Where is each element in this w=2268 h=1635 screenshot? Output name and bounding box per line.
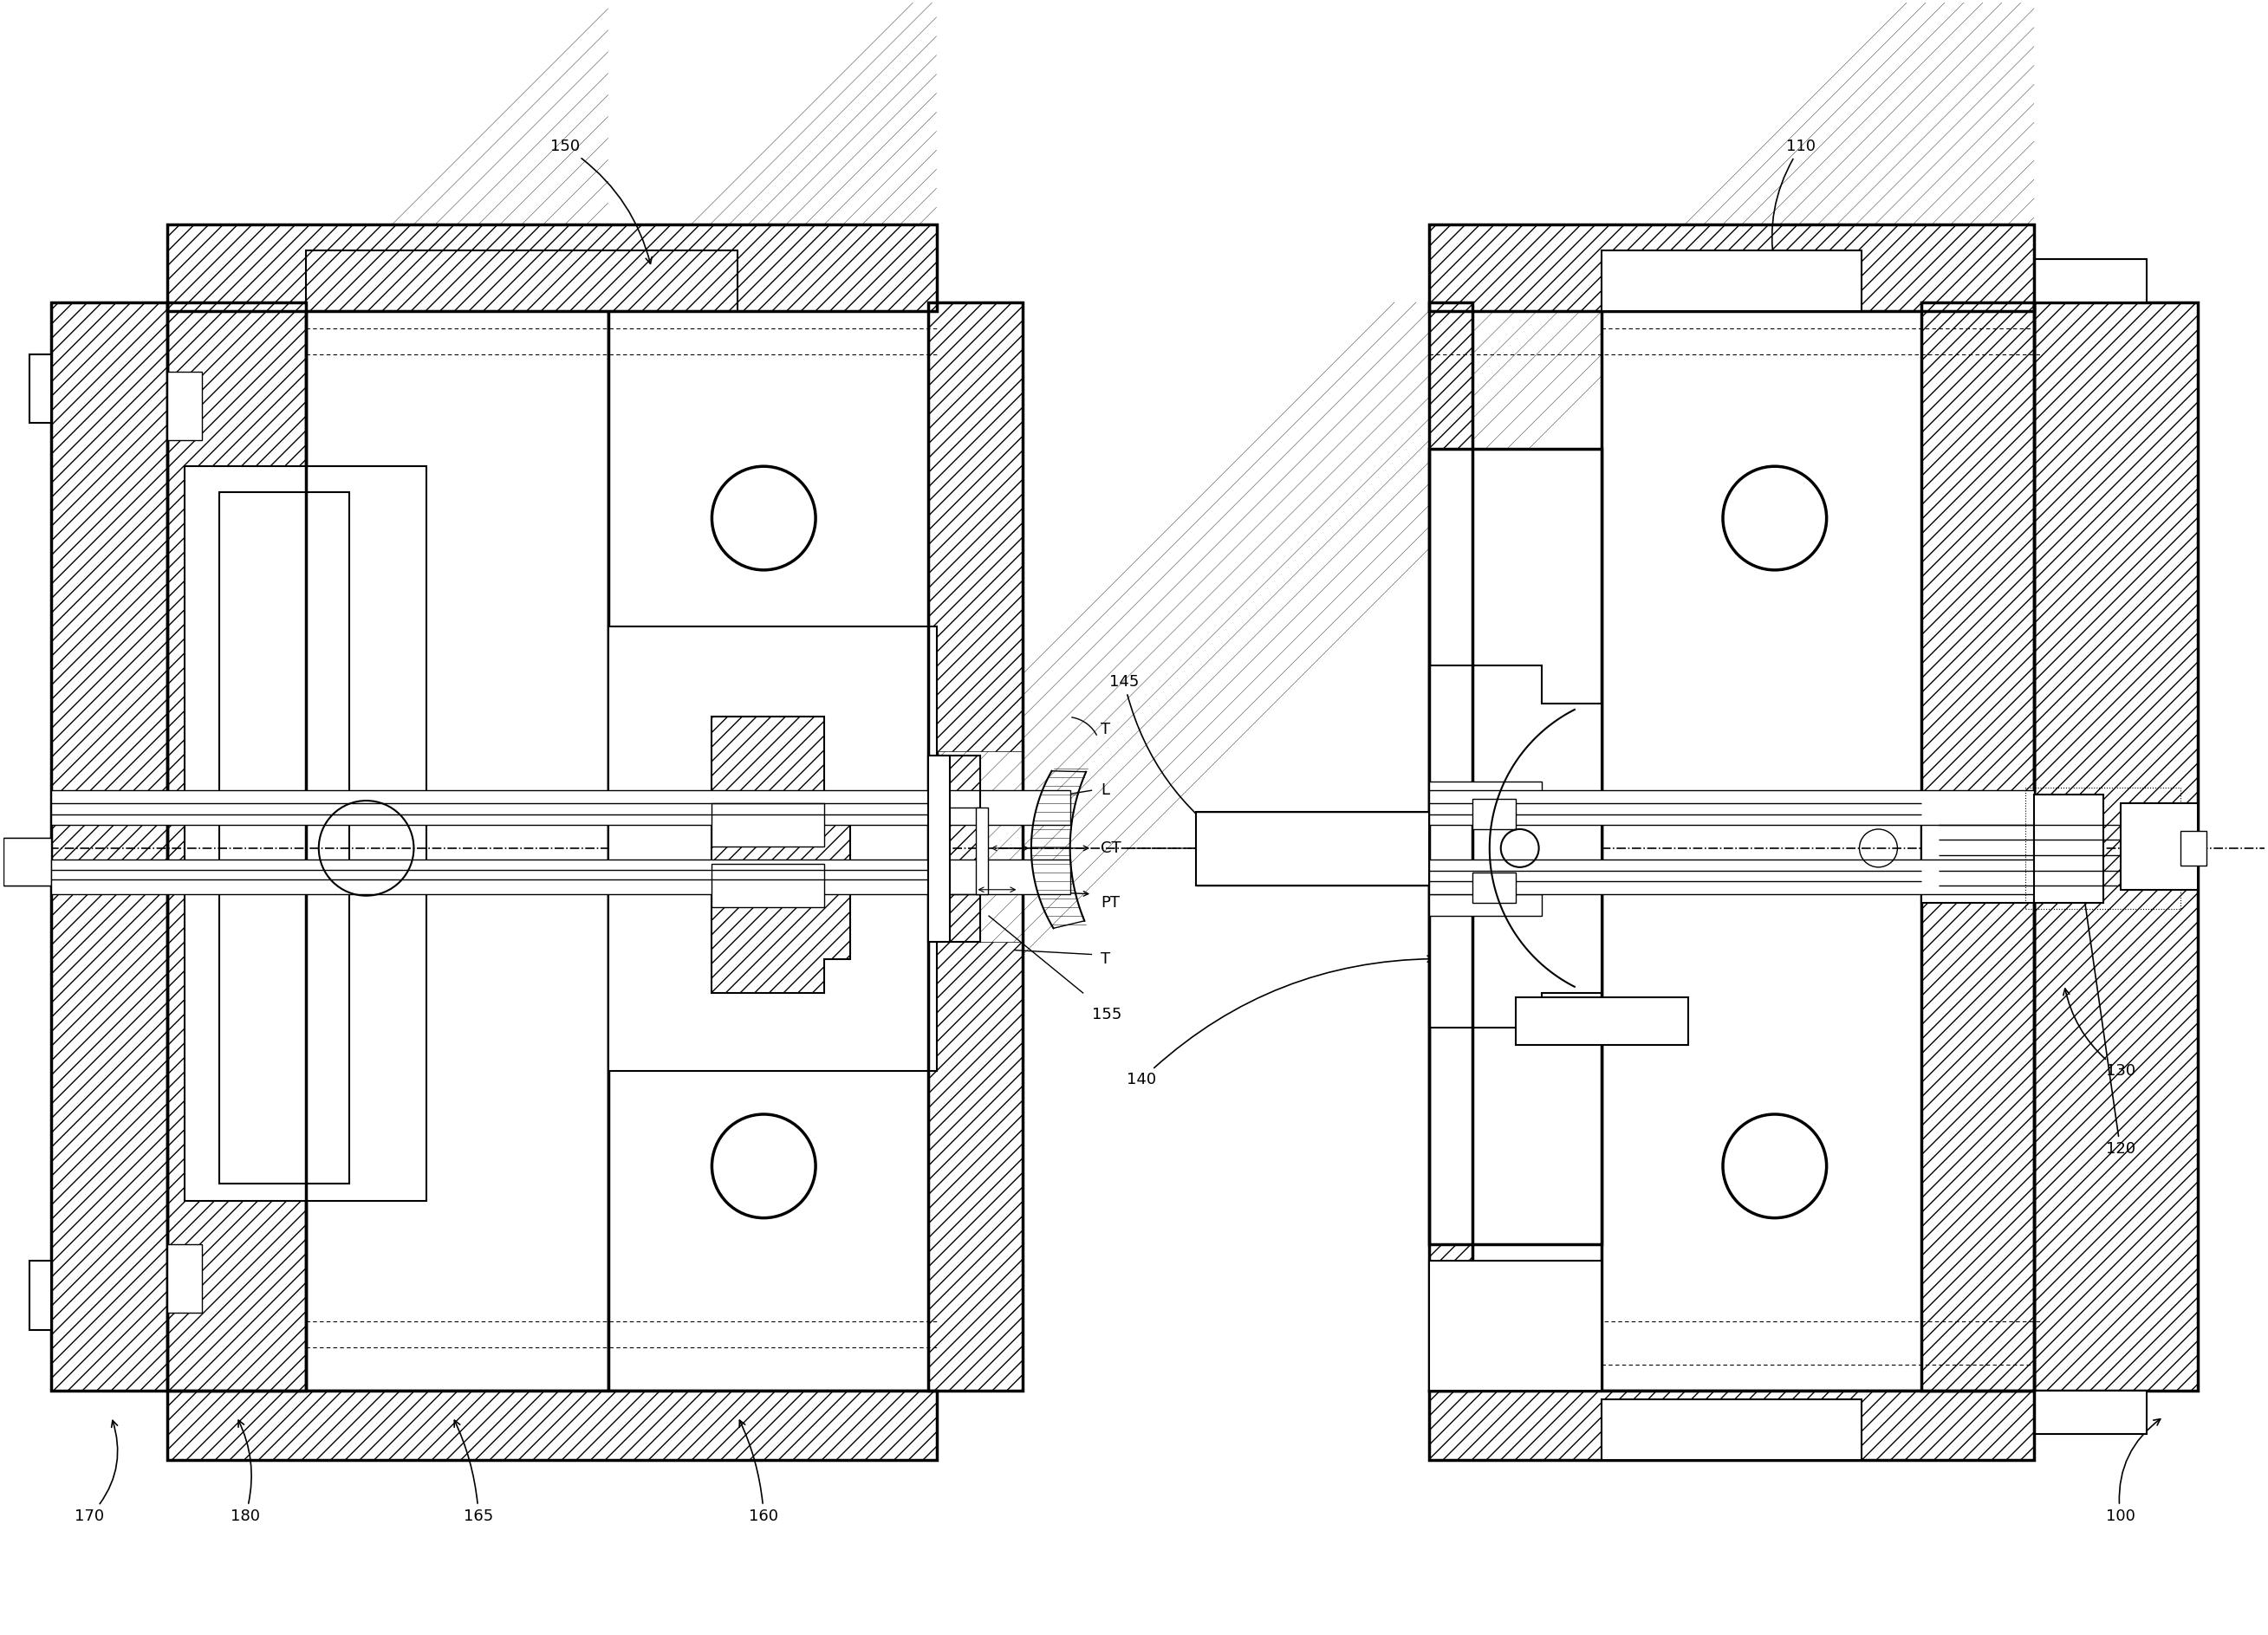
Bar	[1429, 1391, 2034, 1460]
Text: 165: 165	[454, 1421, 494, 1524]
Bar	[1429, 782, 1542, 803]
Text: CT: CT	[1100, 840, 1120, 857]
Text: T: T	[1100, 952, 1111, 966]
Bar	[1429, 1261, 1601, 1391]
Bar	[1429, 224, 2034, 311]
Bar	[2034, 795, 2102, 903]
Bar	[928, 894, 980, 942]
Bar	[608, 302, 937, 1391]
Bar	[168, 224, 937, 311]
Bar	[928, 755, 980, 942]
Bar	[712, 863, 823, 907]
Bar	[1429, 224, 2034, 311]
Bar	[168, 302, 306, 1391]
Bar	[608, 682, 823, 1010]
Bar	[29, 1261, 50, 1331]
Bar	[306, 250, 737, 311]
Bar	[2025, 788, 2182, 909]
Text: 180: 180	[231, 1421, 261, 1524]
Bar	[1601, 1400, 1862, 1460]
Text: 120: 120	[2075, 852, 2134, 1156]
Bar	[975, 808, 989, 894]
Bar	[2034, 795, 2068, 903]
Text: T: T	[1100, 723, 1111, 737]
Bar	[2034, 1391, 2146, 1434]
Bar	[1429, 302, 1472, 1391]
Text: 150: 150	[551, 139, 651, 263]
Bar	[608, 626, 937, 1071]
Text: 110: 110	[1769, 139, 1814, 263]
Bar	[1429, 450, 1601, 665]
Text: 160: 160	[739, 1421, 778, 1524]
Bar	[1429, 665, 1542, 1028]
Bar	[1429, 1391, 2034, 1460]
Bar	[2034, 258, 2146, 302]
Text: 155: 155	[1093, 1007, 1123, 1024]
Bar	[168, 1391, 937, 1460]
Bar	[928, 302, 1023, 1391]
Bar	[928, 755, 950, 942]
Bar	[928, 755, 980, 808]
Bar	[168, 371, 202, 440]
Bar	[50, 302, 168, 1391]
Bar	[1195, 813, 1429, 885]
Text: L: L	[1100, 783, 1109, 798]
Bar	[712, 803, 823, 847]
Bar	[168, 302, 306, 1391]
Bar	[306, 302, 608, 1391]
Bar	[928, 808, 980, 894]
Bar	[168, 1391, 937, 1460]
Text: 130: 130	[2064, 989, 2134, 1079]
Text: 100: 100	[2105, 1419, 2161, 1524]
Bar	[928, 942, 1023, 1391]
Bar	[168, 1244, 202, 1313]
Bar	[1601, 302, 2034, 1391]
Bar	[1515, 997, 1687, 1045]
Bar	[29, 355, 50, 423]
Text: 170: 170	[75, 1421, 118, 1524]
Bar	[1429, 860, 2034, 894]
Bar	[2121, 803, 2198, 889]
Bar	[50, 302, 168, 1391]
Text: 140: 140	[1127, 956, 1433, 1087]
Bar	[306, 250, 737, 311]
Text: PT: PT	[1100, 894, 1120, 911]
Bar	[220, 492, 349, 1184]
Bar	[975, 808, 989, 894]
Bar	[168, 224, 937, 311]
Bar	[220, 492, 349, 1184]
Bar	[1921, 302, 2034, 1391]
Bar	[1429, 450, 1601, 1244]
Bar	[928, 302, 1023, 752]
Bar	[2, 837, 50, 885]
Bar	[1921, 795, 2034, 903]
Polygon shape	[1429, 665, 1601, 1028]
Bar	[1429, 894, 1542, 916]
Text: 145: 145	[1109, 675, 1236, 845]
Bar	[1429, 790, 2034, 824]
Bar	[1515, 997, 1687, 1045]
Bar	[184, 466, 426, 1200]
Bar	[50, 790, 1070, 824]
Bar	[2034, 302, 2198, 1391]
Bar	[1429, 302, 1472, 1391]
Bar	[1472, 873, 1515, 903]
Bar	[1601, 250, 1862, 311]
Bar	[2182, 831, 2207, 865]
Polygon shape	[712, 716, 850, 994]
Text: 135: 135	[1474, 934, 1556, 1017]
Bar	[1429, 942, 1601, 1244]
Bar	[1921, 302, 2034, 1391]
Bar	[2034, 302, 2198, 1391]
Bar	[1542, 705, 1601, 994]
Bar	[1472, 800, 1515, 829]
Bar	[50, 860, 1070, 894]
